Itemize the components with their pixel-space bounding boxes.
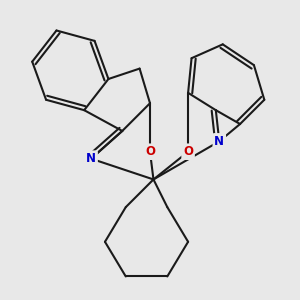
Text: O: O: [145, 145, 155, 158]
Text: N: N: [86, 152, 96, 165]
Text: O: O: [183, 145, 193, 158]
Text: N: N: [214, 135, 224, 148]
